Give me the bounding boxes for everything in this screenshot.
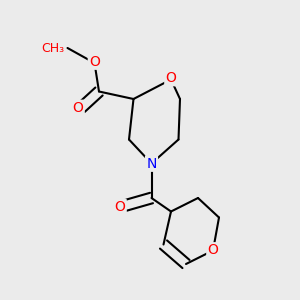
Text: CH₃: CH₃ <box>41 41 64 55</box>
Text: O: O <box>208 244 218 257</box>
Text: O: O <box>89 55 100 68</box>
Text: O: O <box>166 71 176 85</box>
Text: N: N <box>146 157 157 170</box>
Text: O: O <box>115 200 125 214</box>
Text: O: O <box>73 101 83 115</box>
